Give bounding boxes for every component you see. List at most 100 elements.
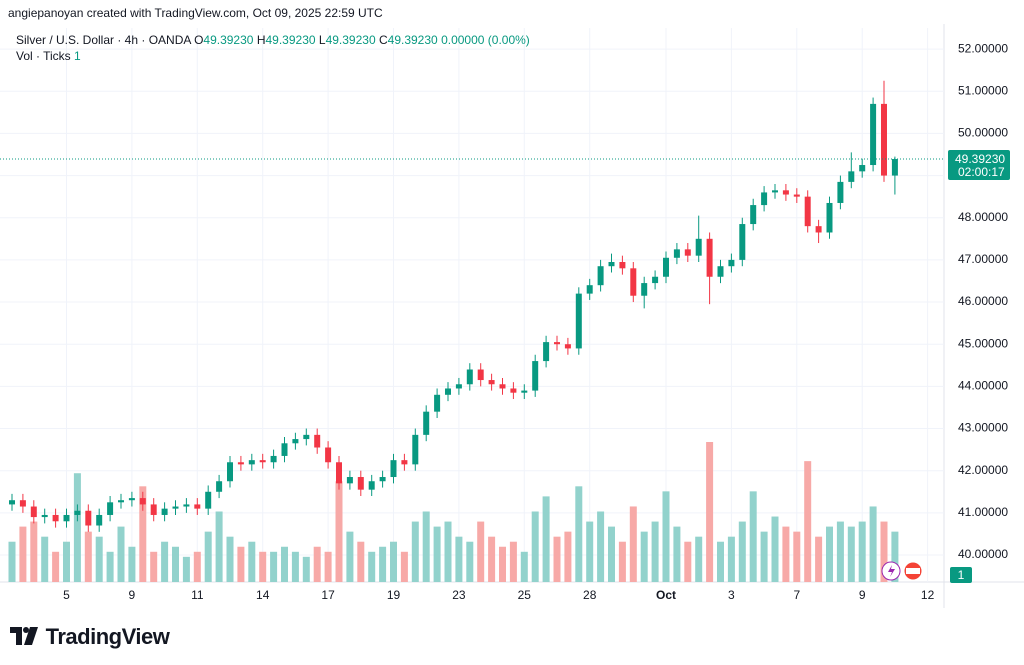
candle-body — [826, 202, 833, 233]
candle-body — [695, 238, 702, 256]
symbol[interactable]: Silver / U.S. Dollar · 4h · OANDA — [16, 33, 191, 47]
candle-body — [150, 504, 157, 515]
volume-bar — [8, 541, 16, 582]
candle-body — [107, 502, 114, 515]
volume-bar — [52, 551, 60, 582]
volume-bar — [455, 536, 463, 582]
x-tick-label: 12 — [921, 588, 935, 602]
candle-body — [227, 462, 233, 482]
volume-bar — [564, 531, 572, 582]
volume-bar — [717, 541, 724, 582]
volume-bar — [161, 541, 169, 582]
volume-bar — [193, 551, 201, 582]
volume-bar — [368, 551, 376, 582]
candle-body — [172, 506, 179, 509]
candle-body — [445, 388, 451, 395]
volume-bar — [444, 521, 452, 582]
candle-body — [455, 384, 462, 389]
event-icon[interactable] — [881, 561, 901, 581]
candle-body — [477, 369, 484, 381]
volume-bar — [618, 541, 626, 582]
volume-bar — [84, 531, 92, 582]
change: 0.00000 (0.00%) — [441, 33, 530, 47]
volume-bar — [215, 511, 223, 582]
volume-bar — [488, 536, 496, 582]
volume-bar — [640, 531, 648, 582]
candle-body — [619, 261, 626, 269]
volume-label[interactable]: Vol · Ticks — [16, 49, 71, 63]
y-tick-label: 46.00000 — [958, 294, 1008, 308]
candle-body — [259, 460, 266, 463]
brand: TradingView — [45, 624, 170, 649]
candle-body — [597, 266, 604, 286]
volume-bar — [782, 526, 790, 582]
volume-bar — [433, 526, 441, 582]
volume-bar — [106, 551, 114, 582]
candle-body — [564, 344, 571, 349]
candle-body — [357, 477, 364, 490]
candle-body — [41, 514, 48, 518]
volume-bar — [597, 511, 605, 582]
candle-body — [652, 276, 659, 284]
y-tick-label: 42.00000 — [958, 463, 1008, 477]
candle-body — [336, 462, 342, 484]
candle-body — [412, 434, 419, 465]
volume-bar — [291, 551, 299, 582]
volume-bar — [117, 526, 125, 582]
candle-body — [608, 261, 615, 267]
volume-bar — [324, 551, 332, 582]
flag-icon[interactable] — [903, 561, 923, 581]
candle-body — [532, 361, 539, 391]
candle-body — [499, 384, 506, 389]
volume-bar — [531, 511, 539, 582]
candle-body — [281, 443, 288, 456]
event-bolt — [888, 565, 895, 577]
volume-bar — [749, 491, 757, 582]
candle-body — [543, 342, 550, 362]
y-tick-label: 43.00000 — [958, 421, 1008, 435]
y-tick-label: 52.00000 — [958, 41, 1008, 55]
y-tick-label: 47.00000 — [958, 252, 1008, 266]
candle-body — [292, 439, 299, 444]
volume-bar — [629, 506, 637, 582]
candle-body — [510, 388, 517, 393]
candle-body — [488, 380, 495, 385]
ohlc-value: 49.39230 — [265, 33, 316, 47]
candle-body — [368, 481, 375, 490]
volume-bar — [466, 541, 474, 582]
ohlc-key: O — [194, 33, 204, 47]
volume-bar — [302, 556, 310, 582]
ohlc-value: 49.39230 — [387, 33, 438, 47]
credit: angiepanoyan created with TradingView.co… — [8, 6, 383, 20]
y-tick-label: 44.00000 — [958, 379, 1008, 393]
volume-bar — [150, 551, 158, 582]
volume-bar — [270, 551, 278, 582]
candle-body — [750, 205, 757, 225]
volume-bar — [880, 521, 888, 582]
x-tick-label: Oct — [656, 588, 676, 602]
candle-body — [325, 447, 332, 463]
volume-bar — [706, 442, 714, 582]
volume-bar — [139, 486, 147, 582]
x-tick-label: 11 — [191, 588, 204, 602]
candle-body — [804, 196, 811, 227]
candle-body — [216, 481, 223, 492]
last-price-label: 49.39230 — [955, 152, 1005, 166]
candle-body — [837, 181, 844, 203]
candle-body — [815, 226, 822, 233]
volume-badge-box — [950, 567, 972, 583]
y-tick-label: 41.00000 — [958, 505, 1008, 519]
candle-body — [641, 283, 648, 296]
volume-bar — [858, 521, 866, 582]
candle-body — [63, 514, 70, 522]
volume-bar — [422, 511, 430, 582]
candle-body — [19, 500, 26, 507]
volume-legend: Vol · Ticks 1 — [16, 49, 81, 63]
volume-bar — [19, 526, 27, 582]
candle-body — [205, 491, 212, 509]
countdown: 02:00:17 — [958, 165, 1005, 179]
candle-body — [401, 460, 408, 465]
candle-body — [85, 510, 92, 526]
volume-bar — [400, 551, 408, 582]
candle-body — [870, 103, 877, 166]
